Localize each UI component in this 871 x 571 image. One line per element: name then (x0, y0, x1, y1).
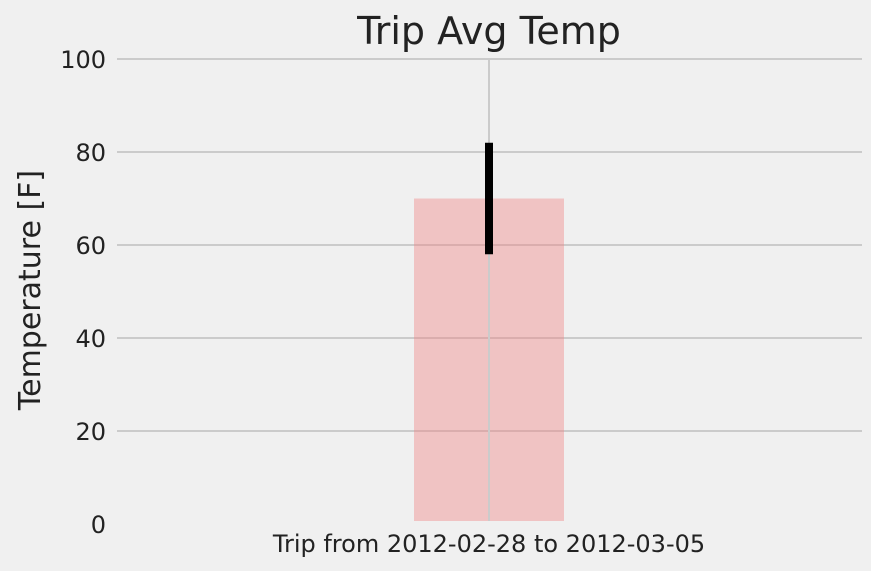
y-tick-label: 100 (60, 46, 106, 74)
y-tick-label: 20 (75, 418, 106, 446)
x-tick-labels: Trip from 2012-02-28 to 2012-03-05 (272, 530, 705, 558)
y-tick-label: 40 (75, 325, 106, 353)
chart-title: Trip Avg Temp (356, 9, 621, 53)
y-tick-label: 60 (75, 232, 106, 260)
y-tick-labels: 0 20 40 60 80 100 (60, 46, 106, 539)
x-tick-label: Trip from 2012-02-28 to 2012-03-05 (272, 530, 705, 558)
y-tick-label: 80 (75, 139, 106, 167)
y-tick-label: 0 (91, 511, 106, 539)
y-axis-title: Temperature [F] (13, 170, 48, 411)
